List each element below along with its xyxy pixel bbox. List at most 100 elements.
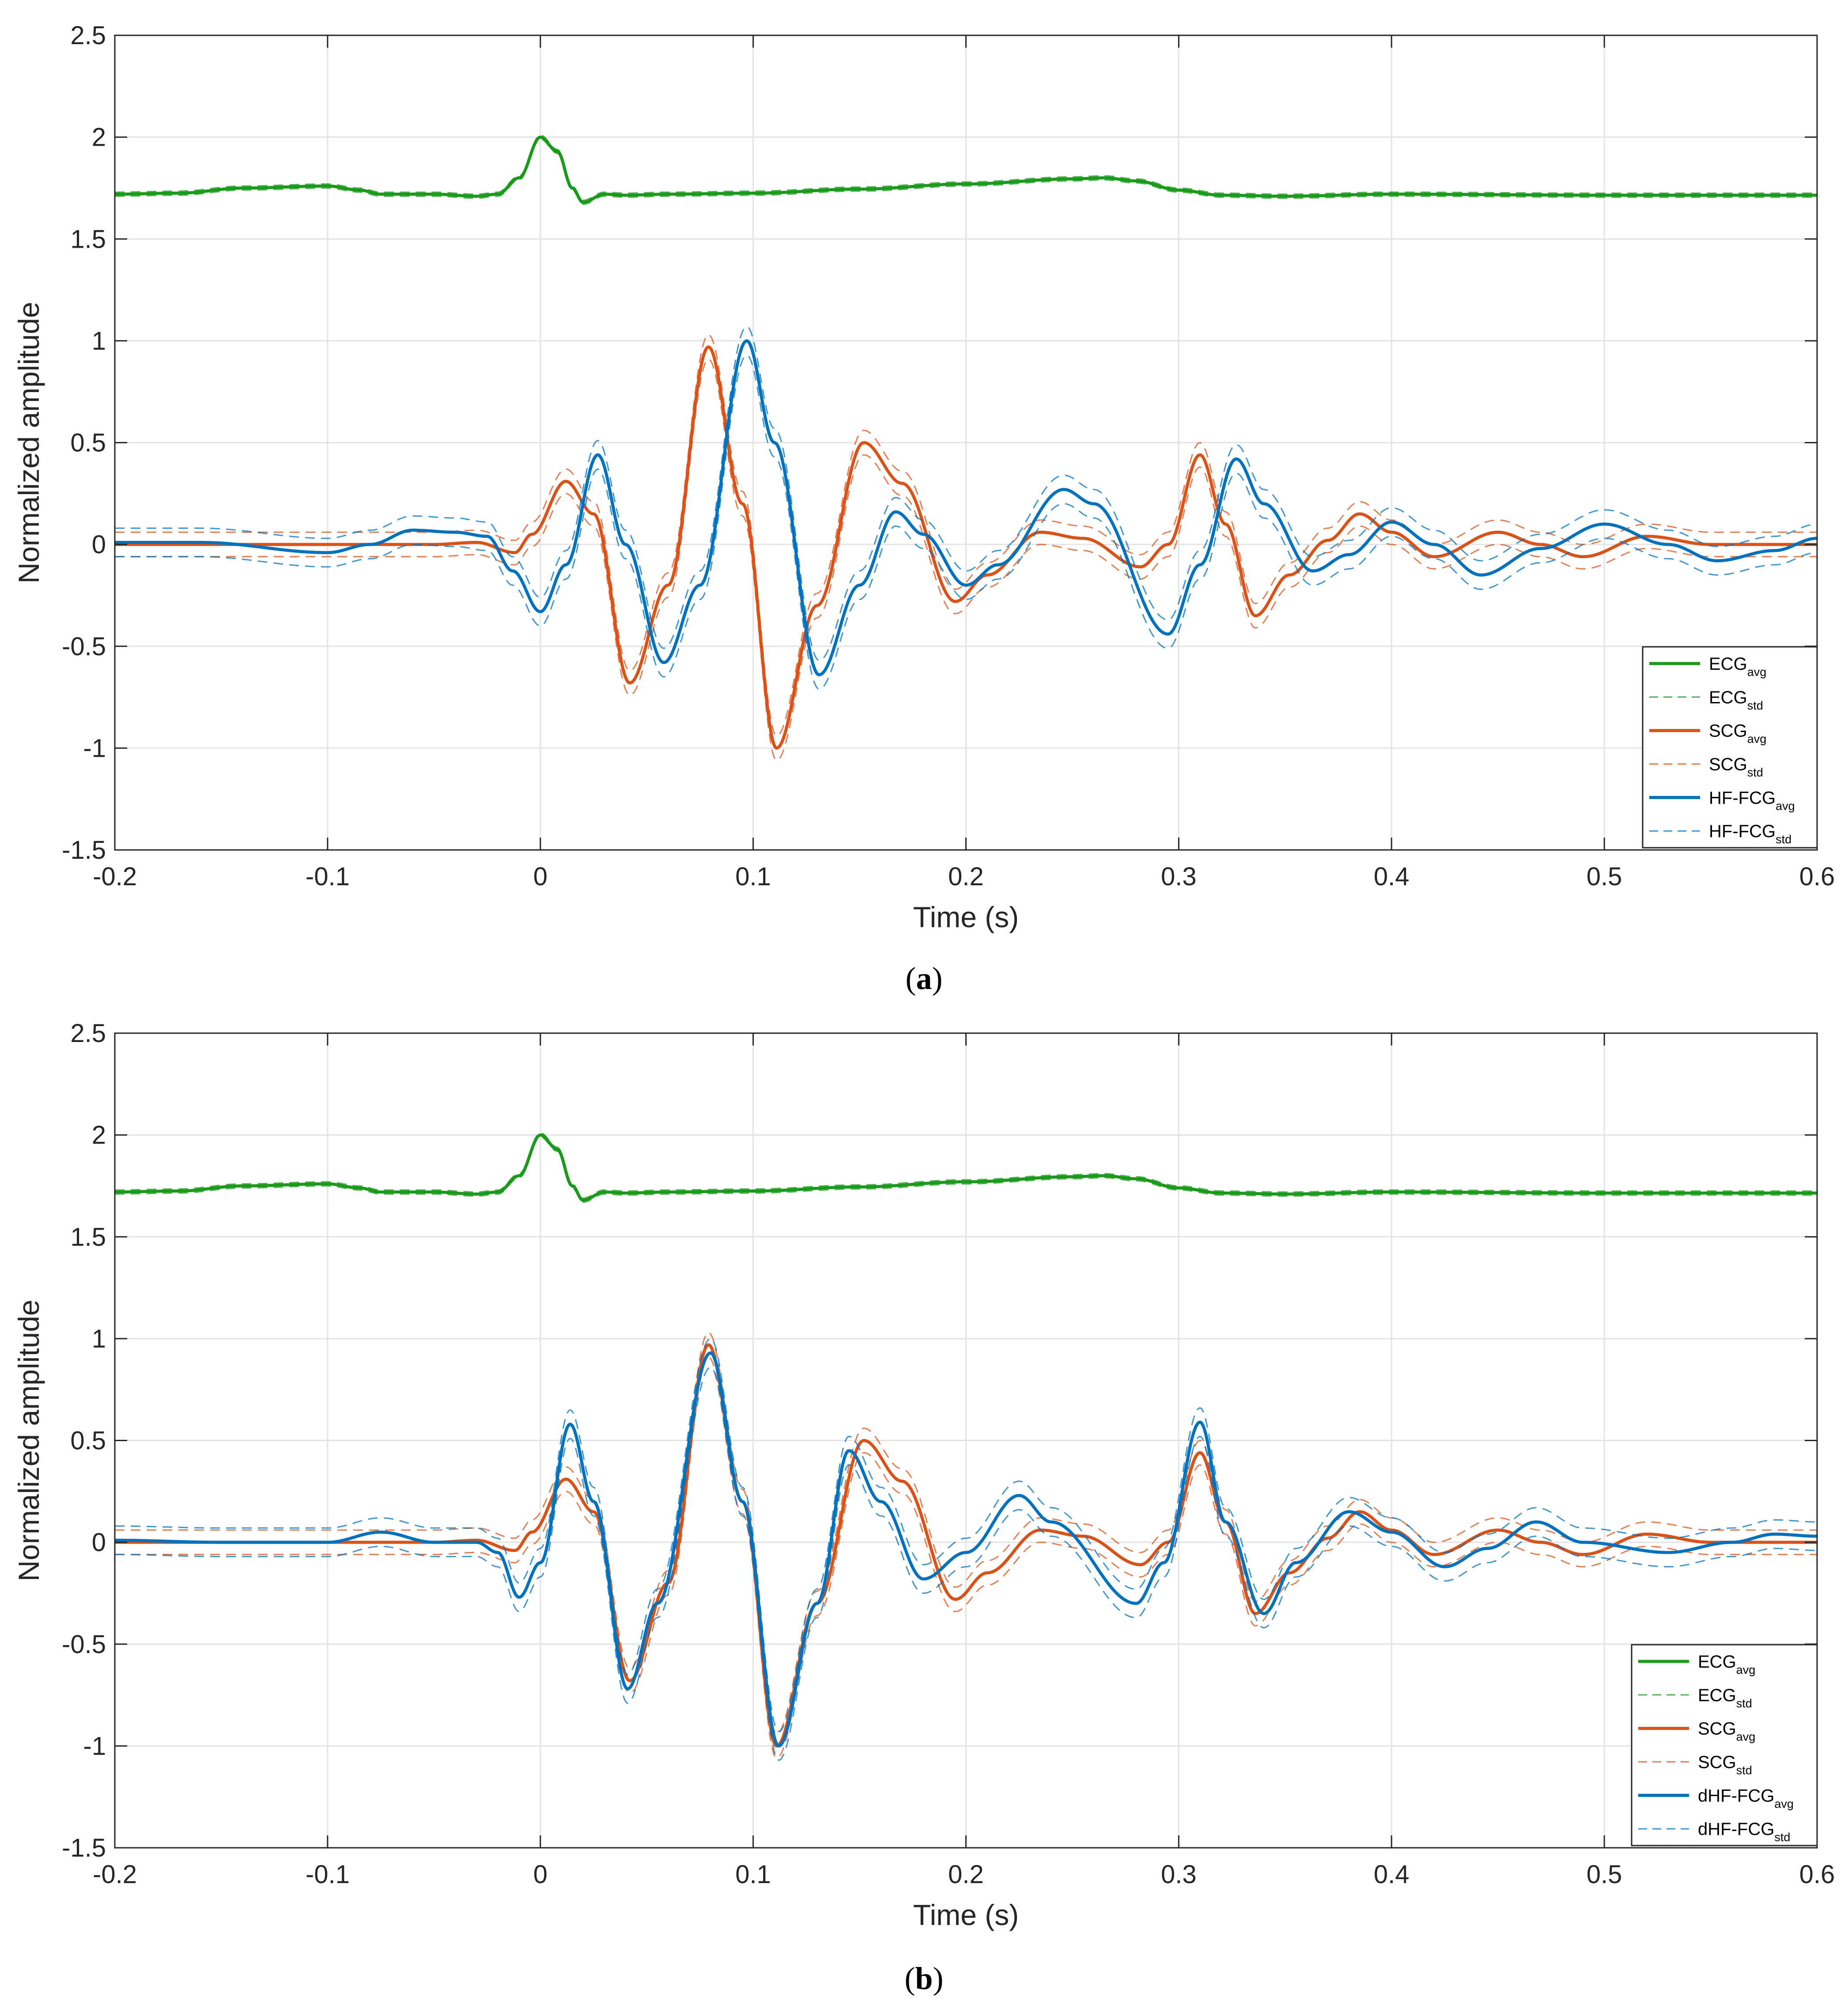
legend-label: SCGstd [1698,1752,1752,1777]
series-line-avg-hf-fcg [114,339,1818,676]
series-line-std-upper-dhf-fcg [115,1338,1817,1733]
legend-label-base: dHF-FCG [1698,1820,1774,1839]
legend-label: SCGavg [1709,721,1766,746]
legend-label-sub: std [1736,1697,1752,1710]
y-tick-label: -1 [83,1732,106,1760]
x-tick-label: 0.1 [735,1860,771,1889]
legend-label: SCGstd [1709,755,1763,779]
legend-label: dHF-FCGstd [1698,1820,1790,1844]
legend: ECGavgECGstdSCGavgSCGstdHF-FCGavgHF-FCGs… [1642,646,1818,849]
y-tick-label: 1.5 [70,1223,106,1251]
legend-label: ECGstd [1709,688,1763,712]
x-tick-label: 0.2 [948,862,984,891]
legend-label-sub: std [1747,766,1763,779]
series-line-std-lower-dhf-fcg [115,1366,1817,1761]
y-tick-label: 2 [92,1121,106,1150]
x-tick-label: 0.3 [1161,1860,1197,1889]
series-line-std-lower-scg [115,358,1817,761]
y-tick-label: 1.5 [70,225,106,253]
y-tick-label: 0.5 [70,429,106,457]
caption-a: (a) [905,961,943,996]
y-tick-label: -0.5 [62,632,106,661]
legend-label-base: SCG [1709,755,1747,774]
y-tick-label: 2 [92,123,106,152]
x-axis-label: Time (s) [913,901,1019,933]
y-tick-label: 2.5 [70,21,106,50]
series-line-std-lower-hf-fcg [115,354,1817,690]
y-tick-label: 1 [92,1325,106,1353]
series-line-std-upper-ecg [115,1132,1817,1199]
series-line-avg-ecg [114,136,1818,204]
x-tick-label: 0.6 [1799,1860,1835,1889]
legend-label-sub: avg [1774,1797,1794,1810]
y-tick-label: 2.5 [70,1019,106,1048]
legend-label-base: SCG [1709,721,1747,741]
y-tick-label: -1.5 [62,836,106,865]
legend-label-sub: avg [1736,1663,1756,1676]
legend-label-base: ECG [1709,688,1747,707]
y-tick-label: -0.5 [62,1630,106,1659]
series-line-avg-ecg [114,1133,1818,1202]
legend-label-base: ECG [1709,654,1747,674]
series-line-std-upper-ecg [115,134,1817,201]
x-tick-label: 0.5 [1587,1860,1622,1889]
legend-label-base: dHF-FCG [1698,1786,1774,1805]
legend-label: SCGavg [1698,1719,1755,1744]
legend-label: ECGstd [1698,1686,1752,1710]
x-tick-label: -0.2 [93,862,137,891]
series-group [114,1132,1818,1761]
legend-label-sub: avg [1776,799,1795,812]
x-tick-label: 0.6 [1799,862,1835,891]
x-axis-label: Time (s) [913,1899,1019,1931]
y-axis-label: Normalized amplitude [12,302,45,583]
x-tick-label: 0.1 [735,862,771,891]
caption-b: (b) [904,1961,944,1996]
legend-label-base: SCG [1698,1719,1736,1739]
series-line-avg-scg [114,345,1818,750]
legend: ECGavgECGstdSCGavgSCGstddHF-FCGavgdHF-FC… [1631,1644,1818,1846]
legend-label-base: HF-FCG [1709,788,1776,808]
legend-label: ECGavg [1698,1652,1755,1676]
series-line-std-upper-hf-fcg [115,326,1818,661]
x-tick-label: -0.1 [306,1860,350,1889]
y-axis-label: Normalized amplitude [12,1299,45,1581]
y-tick-label: 0 [92,1528,106,1557]
x-tick-label: 0.4 [1374,862,1410,891]
x-tick-label: 0.2 [948,1860,984,1889]
x-tick-label: -0.2 [93,1860,137,1889]
series-line-avg-dhf-fcg [114,1351,1818,1748]
legend-label: dHF-FCGavg [1698,1786,1794,1810]
legend-box [1642,646,1818,849]
legend-box [1631,1644,1818,1846]
legend-label-sub: avg [1747,732,1767,746]
y-tick-label: 0 [92,530,106,559]
x-tick-label: 0 [533,862,548,891]
series-line-avg-scg [114,1343,1818,1748]
x-tick-label: 0.5 [1587,862,1622,891]
legend-label-sub: std [1776,833,1791,846]
legend-label: ECGavg [1709,654,1766,679]
y-tick-label: -1.5 [62,1834,106,1862]
y-tick-label: 0.5 [70,1427,106,1455]
x-tick-label: 0 [533,1860,548,1889]
legend-label-base: HF-FCG [1709,822,1776,841]
series-line-std-lower-ecg [115,1136,1817,1203]
series-line-std-lower-scg [115,1356,1817,1759]
legend-label-sub: std [1736,1763,1752,1777]
series-line-std-upper-scg [115,334,1817,737]
legend-label-base: SCG [1698,1752,1736,1772]
series-group [114,134,1818,761]
x-tick-label: 0.3 [1161,862,1197,891]
legend-label-base: ECG [1698,1652,1736,1672]
x-tick-label: -0.1 [306,862,350,891]
legend-label-sub: avg [1747,665,1767,679]
series-line-std-upper-scg [115,1332,1817,1735]
x-tick-label: 0.4 [1374,1860,1410,1889]
y-tick-label: -1 [83,734,106,763]
legend-label: HF-FCGavg [1709,788,1795,812]
legend-label-base: ECG [1698,1686,1736,1705]
panel-b: -0.2 -0.1 0 0.1 0.2 0.3 0.4 0.5 0.6 -1.5 -1 -0.5 0 0.… [12,1019,1835,1931]
legend-label-sub: std [1774,1831,1790,1844]
legend-label-sub: avg [1736,1730,1756,1744]
